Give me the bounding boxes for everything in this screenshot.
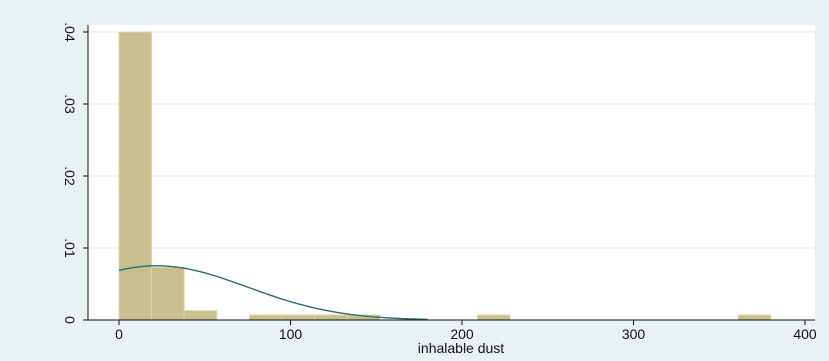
histogram-bar-2: [183, 310, 218, 321]
gridlines: [88, 31, 815, 249]
y-tick-label-0: 0: [62, 316, 78, 324]
y-tick-label-4: .04: [62, 22, 78, 42]
x-tick-label-2: 200: [450, 326, 474, 342]
histogram-bar-0: [118, 31, 153, 321]
histogram-bar-1: [151, 266, 185, 321]
histogram-bar-4: [248, 314, 283, 321]
axes: [87, 25, 815, 321]
y-tick-label-2: .02: [62, 166, 78, 186]
x-tick-label-0: 0: [115, 326, 123, 342]
y-axis-ticks: 0 .01 .02 .03 .04: [62, 22, 88, 324]
histogram-bar-6: [314, 314, 348, 321]
x-axis-ticks: 0 100 200 300 400: [115, 320, 817, 342]
histogram-bar-8: [476, 314, 511, 321]
x-tick-label-4: 400: [793, 326, 817, 342]
x-tick-label-1: 100: [279, 326, 303, 342]
normal-density-curve: [118, 265, 428, 321]
x-axis-title: inhalable dust: [418, 340, 505, 356]
histogram-bar-5: [281, 314, 316, 321]
histogram-bar-9: [737, 314, 772, 321]
plot-area: [88, 25, 815, 320]
y-tick-label-3: .03: [62, 94, 78, 114]
y-tick-label-1: .01: [62, 238, 78, 258]
x-tick-label-3: 300: [622, 326, 646, 342]
